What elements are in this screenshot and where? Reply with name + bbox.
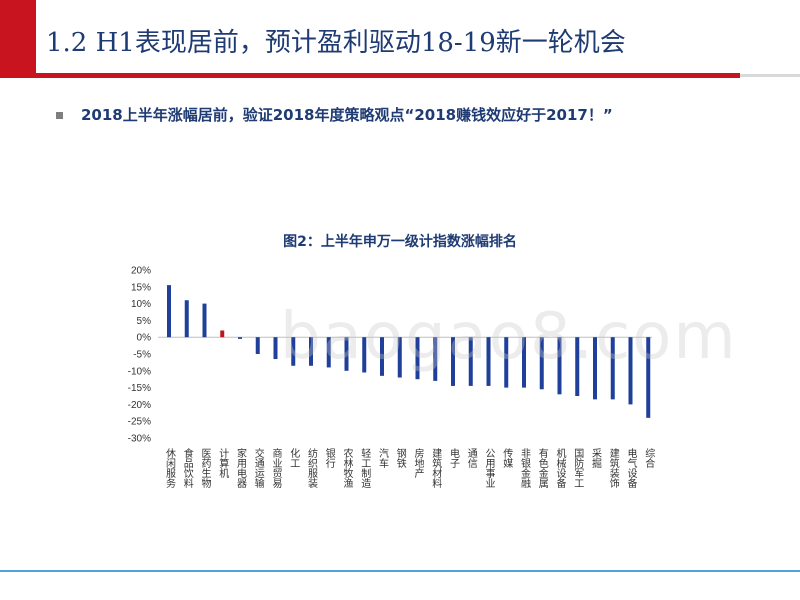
x-category-label: 银行 — [323, 447, 335, 469]
x-category-label: 通信 — [465, 448, 477, 469]
chart-title: 图2：上半年申万一级计指数涨幅排名 — [283, 234, 517, 250]
x-category-label: 传媒 — [501, 448, 513, 469]
bar — [184, 300, 189, 338]
bar — [362, 337, 367, 373]
bar — [326, 337, 331, 368]
y-tick-label: 10% — [131, 299, 151, 310]
bullet-point: 2018上半年涨幅居前，验证2018年度策略观点“2018赚钱效应好于2017！… — [56, 104, 613, 125]
y-tick-label: 5% — [137, 316, 152, 327]
title-underline — [0, 73, 740, 78]
y-tick-label: 0% — [137, 333, 152, 344]
bar — [646, 337, 651, 418]
y-tick-label: -25% — [128, 417, 151, 428]
x-category-label: 汽车 — [377, 447, 389, 469]
bullet-text: 2018上半年涨幅居前，验证2018年度策略观点“2018赚钱效应好于2017！… — [81, 106, 613, 124]
x-category-label: 机械设备 — [554, 447, 566, 489]
x-category-label: 非银金融 — [519, 448, 531, 489]
x-category-label: 纺织服装 — [306, 447, 318, 489]
y-tick-label: -30% — [128, 434, 151, 445]
brand-corner-block — [0, 0, 36, 78]
x-category-label: 电子 — [448, 447, 460, 468]
bar — [255, 337, 260, 354]
bar — [468, 337, 473, 386]
title-underline-tail — [740, 74, 800, 77]
bar — [433, 337, 438, 381]
x-category-label: 农林牧渔 — [341, 447, 353, 489]
x-category-label: 国防军工 — [572, 448, 584, 488]
bar — [486, 337, 491, 386]
x-category-label: 化工 — [288, 447, 300, 468]
x-category-label: 计算机 — [217, 447, 229, 479]
x-category-label: 钢铁 — [394, 447, 406, 469]
x-category-label: 有色金属 — [536, 447, 548, 489]
y-tick-label: 20% — [131, 266, 151, 277]
x-category-label: 电气设备 — [625, 447, 637, 489]
bar — [380, 337, 384, 376]
x-category-label: 轻工制造 — [359, 447, 371, 488]
bar — [202, 303, 207, 338]
x-category-label: 交通运输 — [252, 447, 264, 489]
bar — [167, 285, 171, 338]
x-category-label: 房地产 — [412, 447, 424, 479]
bar — [415, 337, 420, 380]
bar — [397, 337, 402, 378]
bar — [610, 337, 615, 400]
y-tick-label: -20% — [128, 400, 151, 411]
x-category-label: 综合 — [643, 447, 655, 469]
bar — [628, 337, 633, 405]
x-category-label: 采掘 — [590, 448, 602, 469]
bar — [309, 337, 313, 366]
bar — [273, 337, 278, 360]
bar — [451, 337, 455, 386]
footer-line — [0, 570, 800, 572]
bar — [557, 337, 562, 395]
bar — [522, 337, 526, 388]
y-tick-label: 15% — [131, 282, 151, 293]
y-tick-label: -15% — [128, 383, 151, 394]
bar — [593, 337, 597, 400]
x-category-label: 医药生物 — [199, 448, 211, 489]
slide-title: 1.2 H1表现居前，预计盈利驱动18-19新一轮机会 — [46, 28, 626, 58]
bar — [220, 330, 225, 338]
x-category-label: 食品饮料 — [181, 447, 193, 489]
x-category-label: 休闲服务 — [164, 448, 176, 489]
x-category-label: 公用事业 — [483, 448, 495, 488]
y-tick-label: -5% — [133, 350, 151, 361]
x-category-label: 家用电器 — [235, 447, 247, 489]
x-category-label: 建筑材料 — [430, 447, 442, 489]
bar — [291, 337, 296, 366]
x-category-label: 商业贸易 — [270, 447, 282, 489]
bullet-square-icon — [56, 112, 63, 119]
y-tick-label: -10% — [128, 366, 151, 377]
x-category-label: 建筑装饰 — [607, 447, 619, 489]
bar — [344, 337, 349, 371]
bar — [504, 337, 509, 388]
bar — [575, 337, 580, 396]
bar — [539, 337, 544, 390]
bar — [238, 337, 242, 339]
title-bar: 1.2 H1表现居前，预计盈利驱动18-19新一轮机会 — [0, 0, 800, 80]
